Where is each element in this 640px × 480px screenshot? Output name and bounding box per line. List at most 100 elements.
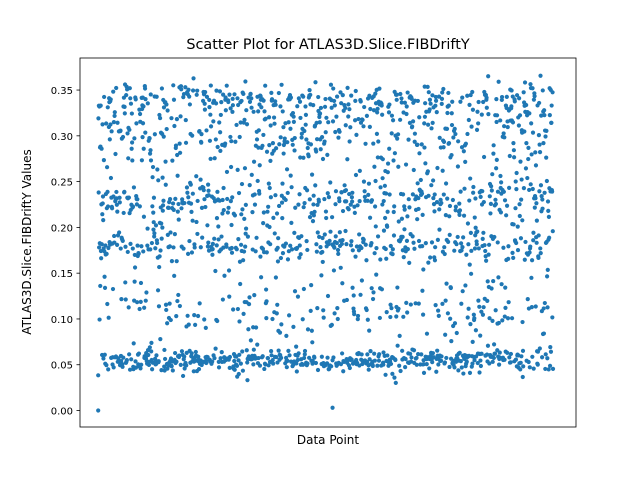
data-point [349, 93, 354, 98]
data-point [179, 206, 184, 211]
data-point [380, 112, 385, 117]
data-point [314, 137, 320, 142]
data-point [424, 362, 429, 367]
data-point [354, 132, 359, 138]
data-point [467, 198, 472, 203]
data-point [238, 120, 243, 125]
data-point [224, 169, 230, 175]
data-point [218, 356, 223, 361]
data-point [112, 233, 117, 239]
data-point [249, 356, 255, 362]
data-point [259, 275, 264, 280]
data-point [370, 363, 375, 369]
data-point [276, 203, 282, 209]
data-point [301, 286, 306, 292]
data-point [262, 366, 267, 372]
data-point [218, 148, 223, 153]
data-point [243, 244, 248, 249]
data-point [513, 206, 518, 211]
data-point [206, 193, 211, 198]
data-point [196, 367, 202, 372]
data-point [244, 348, 249, 353]
data-point [238, 242, 244, 247]
data-point [369, 198, 375, 203]
data-point [225, 196, 230, 202]
data-point [339, 241, 344, 247]
data-point [533, 163, 539, 168]
data-point [98, 103, 103, 108]
data-point [433, 245, 438, 250]
data-point [466, 117, 471, 123]
data-point [480, 189, 485, 194]
data-point [458, 359, 463, 364]
data-point [299, 131, 304, 136]
data-point [255, 342, 260, 347]
data-point [207, 97, 212, 103]
data-point [404, 111, 409, 117]
data-point [288, 243, 293, 248]
data-point [494, 119, 499, 125]
data-point [380, 157, 385, 162]
data-point [527, 187, 532, 193]
data-point [204, 360, 209, 366]
data-point [307, 355, 312, 360]
data-point [426, 193, 431, 198]
data-point [537, 100, 542, 106]
data-point [235, 96, 240, 101]
data-point [529, 305, 534, 310]
data-point [414, 355, 419, 361]
data-point [127, 367, 133, 372]
data-point [538, 73, 543, 78]
data-point [148, 148, 153, 153]
data-point [296, 202, 301, 207]
data-point [465, 221, 471, 226]
data-point [473, 225, 478, 230]
data-point [365, 317, 370, 322]
data-point [187, 238, 192, 244]
data-point [328, 180, 333, 185]
data-point [472, 246, 478, 251]
data-point [118, 246, 123, 251]
data-point [165, 108, 170, 113]
data-point [423, 101, 428, 106]
data-point [512, 99, 517, 104]
data-point [355, 313, 361, 319]
data-point [279, 200, 285, 205]
data-point [518, 236, 524, 241]
data-point [394, 97, 399, 102]
data-point [396, 164, 401, 169]
data-point [426, 90, 431, 95]
data-point [459, 241, 464, 246]
data-point [255, 178, 260, 184]
data-point [288, 126, 293, 131]
data-point [248, 91, 253, 96]
data-point [241, 249, 247, 254]
data-point [477, 370, 482, 375]
data-point [207, 105, 212, 110]
data-point [110, 286, 116, 292]
data-point [114, 202, 119, 207]
data-point [343, 228, 348, 234]
data-point [439, 354, 444, 359]
data-point [126, 305, 131, 310]
data-point [363, 141, 368, 146]
data-point [228, 134, 233, 140]
data-point [260, 354, 265, 359]
data-point [348, 243, 354, 248]
data-point [340, 351, 345, 356]
data-point [333, 129, 338, 135]
data-point [408, 302, 413, 307]
data-point [470, 339, 475, 345]
data-point [544, 178, 549, 184]
data-point [174, 259, 179, 264]
data-point [283, 241, 289, 246]
data-point [318, 147, 323, 152]
data-point [198, 177, 203, 182]
data-points [96, 73, 556, 413]
data-point [521, 90, 526, 95]
data-point [295, 294, 301, 299]
data-point [172, 123, 177, 129]
data-point [377, 352, 382, 357]
data-point [345, 85, 350, 90]
data-point [121, 355, 126, 360]
